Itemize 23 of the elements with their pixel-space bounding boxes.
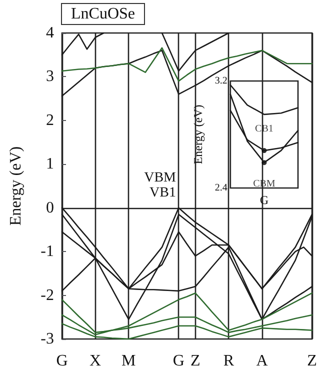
y-tick-label: -3	[40, 330, 54, 348]
x-tick-label: R	[223, 352, 234, 370]
x-tick-label: Z	[190, 352, 200, 370]
y-tick-label: -2	[40, 286, 54, 304]
y-tick-label: 4	[46, 24, 54, 42]
annotation: VBM	[144, 170, 177, 186]
y-tick-label: 3.2	[214, 76, 228, 86]
y-tick-label: 3	[46, 68, 54, 86]
y-tick-label: 1	[46, 156, 54, 173]
y-axis-title: Energy (eV)	[8, 146, 24, 226]
x-tick-label: G	[172, 352, 185, 370]
x-tick-label: M	[122, 352, 136, 370]
y-tick-label: 0	[46, 199, 54, 216]
x-tick-label: G	[56, 352, 68, 370]
annotation: VB1	[150, 186, 176, 200]
chart-title: LnCuOSe	[71, 6, 135, 22]
x-tick-label: Z	[307, 352, 317, 370]
y-tick-label: 2.4	[214, 182, 228, 194]
y-axis-title: Energy (eV)	[191, 104, 205, 164]
x-tick-label: X	[90, 352, 102, 370]
x-tick-label: A	[256, 352, 268, 370]
y-tick-label: 2	[46, 112, 54, 129]
y-tick-label: -1	[40, 243, 54, 260]
